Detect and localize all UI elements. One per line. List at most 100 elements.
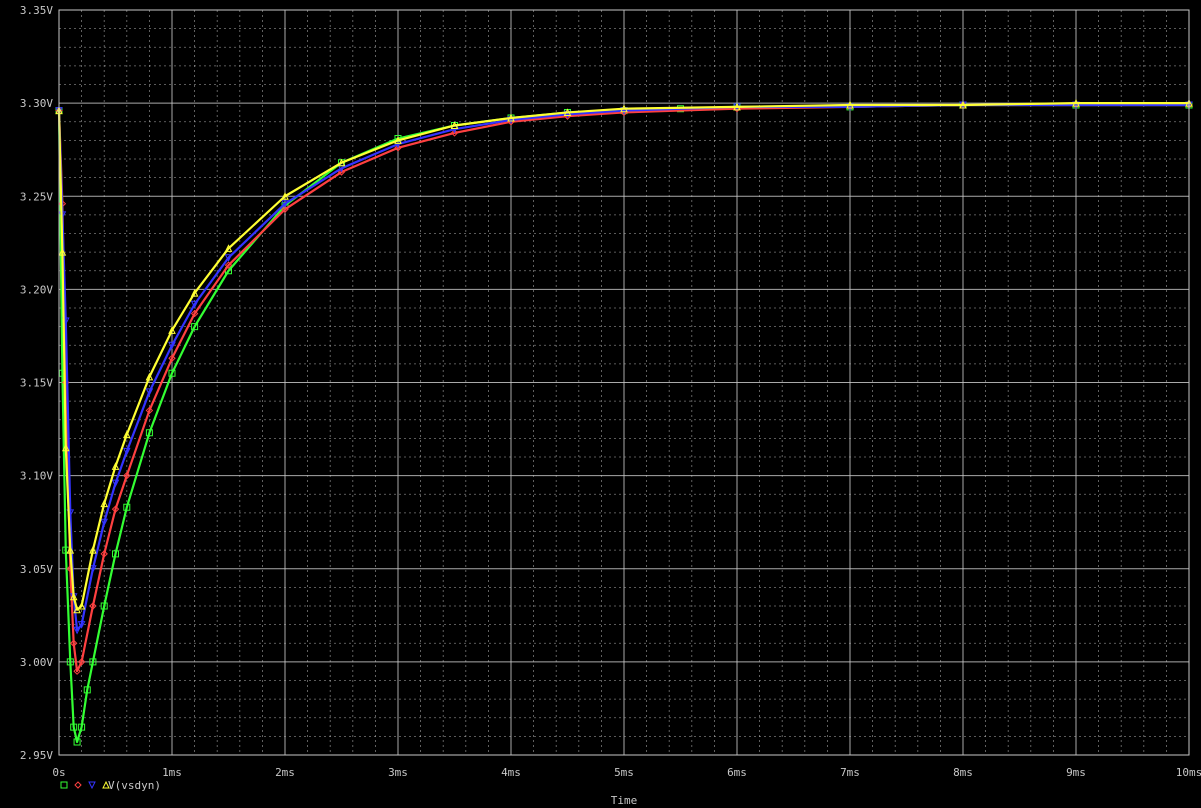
data-point	[61, 443, 70, 452]
data-point	[111, 479, 120, 488]
data-point	[122, 447, 131, 456]
data-point	[224, 244, 233, 252]
data-point	[563, 108, 572, 116]
data-point	[123, 471, 131, 480]
data-point	[77, 621, 86, 629]
x-tick-label: 3ms	[388, 766, 408, 779]
legend-marker	[60, 781, 68, 789]
data-point	[58, 248, 67, 256]
data-point	[281, 200, 289, 208]
data-point	[89, 658, 97, 666]
data-point	[450, 121, 459, 129]
data-point	[77, 658, 86, 666]
data-point	[394, 144, 402, 152]
data-point	[73, 626, 81, 635]
data-point	[507, 116, 515, 125]
data-point	[145, 406, 154, 415]
data-point	[1072, 99, 1080, 107]
data-point	[73, 738, 81, 746]
x-tick-label: 7ms	[840, 766, 860, 779]
x-tick-label: 9ms	[1066, 766, 1086, 779]
legend-label: V(vsdyn)	[108, 779, 161, 792]
y-tick-label: 3.25V	[20, 190, 53, 203]
legend: V(vsdyn)	[60, 779, 161, 792]
series-line	[57, 102, 1191, 611]
data-point	[337, 168, 346, 176]
data-point	[73, 605, 81, 614]
data-point	[73, 667, 81, 675]
data-point	[78, 723, 86, 731]
y-tick-label: 3.30V	[20, 97, 53, 110]
data-point	[1072, 101, 1080, 110]
data-point	[145, 429, 153, 437]
x-tick-label: 5ms	[614, 766, 634, 779]
data-point	[168, 369, 176, 377]
data-point	[846, 103, 854, 111]
data-point	[337, 158, 346, 167]
data-point	[191, 323, 199, 331]
x-tick-label: 0s	[52, 766, 65, 779]
y-tick-label: 3.20V	[20, 283, 53, 296]
data-point	[281, 192, 289, 200]
data-point	[145, 388, 154, 396]
y-tick-label: 3.35V	[20, 4, 53, 17]
data-point	[168, 354, 176, 362]
data-point	[89, 565, 97, 573]
data-point	[89, 546, 97, 554]
data-point	[70, 723, 78, 731]
legend-marker	[102, 780, 110, 789]
data-point	[66, 658, 74, 666]
legend-marker	[88, 781, 96, 790]
data-point	[733, 102, 741, 111]
data-point	[224, 261, 233, 269]
y-tick-label: 3.15V	[20, 377, 53, 390]
data-point	[846, 100, 854, 109]
y-tick-label: 3.00V	[20, 656, 53, 669]
data-point	[89, 602, 97, 610]
x-tick-label: 6ms	[727, 766, 747, 779]
data-point	[394, 136, 402, 144]
x-tick-label: 4ms	[501, 766, 521, 779]
data-point	[620, 104, 628, 113]
data-point	[281, 205, 289, 213]
data-point	[123, 503, 131, 511]
data-point	[100, 550, 108, 558]
series-line	[57, 103, 1191, 673]
y-tick-label: 2.95V	[20, 749, 53, 762]
x-tick-label: 10ms	[1176, 766, 1201, 779]
data-point	[190, 300, 199, 309]
data-point	[563, 110, 572, 119]
data-point	[190, 309, 199, 318]
data-point	[100, 499, 109, 508]
data-point	[111, 505, 120, 513]
data-point	[450, 129, 459, 137]
data-point	[145, 372, 154, 381]
y-tick-label: 3.10V	[20, 470, 53, 483]
data-point	[507, 113, 515, 122]
grid	[59, 10, 1189, 755]
data-point	[168, 341, 176, 350]
x-tick-label: 8ms	[953, 766, 973, 779]
data-point	[100, 602, 108, 610]
data-point	[83, 686, 91, 694]
tick-labels: 2.95V 3.00V 3.05V 3.10V 3.15V 3.20V 3.25V 3.30V…	[20, 4, 1201, 779]
x-axis-title: Time	[611, 794, 638, 807]
data-point	[111, 462, 120, 470]
legend-marker	[74, 781, 82, 789]
data-point	[66, 546, 75, 554]
data-point	[959, 100, 967, 109]
data-point	[224, 254, 233, 262]
data-point	[69, 639, 78, 647]
data-point	[620, 107, 628, 115]
data-point	[77, 601, 86, 610]
data-point	[69, 592, 78, 601]
data-point	[122, 430, 131, 439]
data-point	[100, 518, 109, 527]
plot-frame	[58, 9, 1190, 756]
data-point	[168, 326, 176, 334]
y-tick-label: 3.05V	[20, 563, 53, 576]
data-point	[112, 550, 119, 558]
data-point	[190, 288, 199, 297]
